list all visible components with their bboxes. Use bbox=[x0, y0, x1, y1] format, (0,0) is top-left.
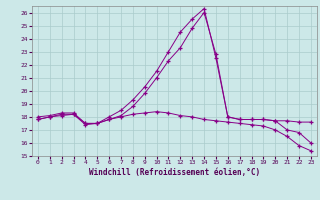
X-axis label: Windchill (Refroidissement éolien,°C): Windchill (Refroidissement éolien,°C) bbox=[89, 168, 260, 177]
